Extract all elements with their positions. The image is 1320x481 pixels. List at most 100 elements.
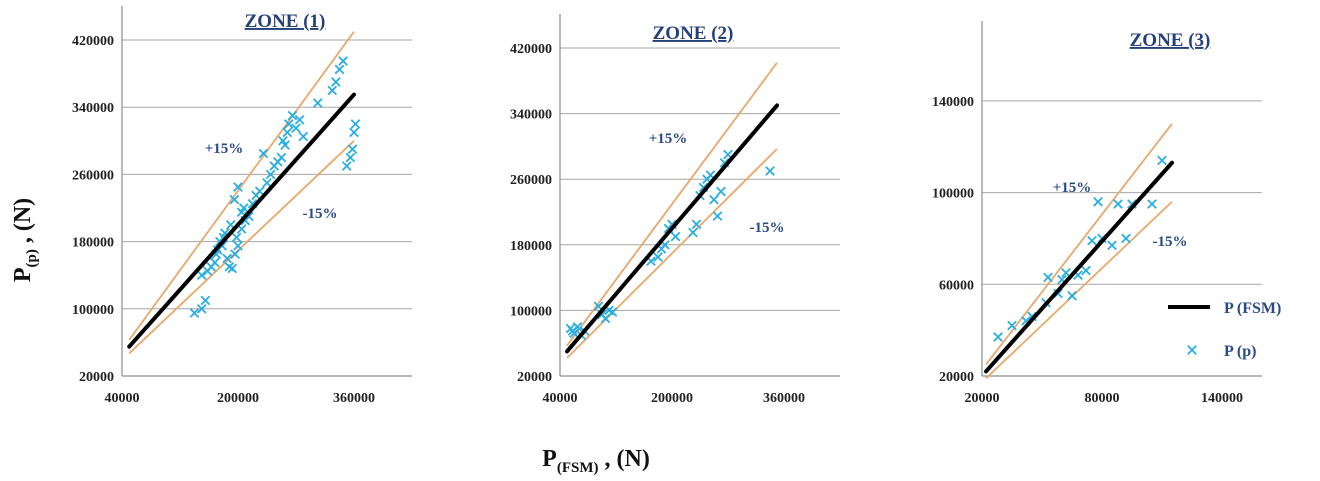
legend: P (FSM) P (p) (1168, 300, 1281, 360)
y-tick-label: 260000 (510, 173, 552, 188)
x-tick-label: 360000 (763, 391, 805, 406)
data-point (1081, 265, 1091, 276)
upper-band-label: +15% (649, 131, 688, 147)
data-point (569, 328, 579, 339)
data-point (1121, 233, 1131, 244)
data-point (1147, 199, 1157, 209)
fsm-line (984, 160, 1174, 374)
data-point (1007, 320, 1017, 331)
x-tick-label: 140000 (1201, 391, 1243, 406)
data-point (341, 161, 352, 171)
data-point (993, 332, 1003, 342)
data-point (688, 227, 698, 238)
y-tick-label: 340000 (510, 108, 552, 123)
data-point (265, 169, 276, 180)
data-point (231, 232, 242, 243)
data-point (709, 194, 719, 205)
data-point (607, 307, 618, 317)
data-point (196, 270, 207, 281)
data-point (334, 64, 345, 75)
data-point (716, 186, 726, 197)
data-point (312, 98, 323, 108)
y-tick-label: 20000 (939, 370, 974, 385)
data-point (258, 148, 269, 159)
y-axis-label-sub: (p) (24, 249, 40, 267)
chart-title: ZONE (2) (653, 23, 734, 44)
x-axis-label-main: P (542, 446, 557, 472)
data-point (230, 249, 240, 260)
data-point (298, 131, 309, 142)
y-tick-label: 100000 (932, 187, 974, 202)
y-axis-label-main: P (10, 268, 36, 283)
legend-x-marker (1187, 345, 1197, 355)
y-axis-label: P(p) , (N) (10, 198, 40, 282)
data-point (291, 123, 301, 134)
data-point (262, 177, 272, 188)
y-tick-label: 180000 (510, 239, 552, 254)
y-tick-label: 20000 (79, 370, 114, 385)
data-point (294, 114, 305, 125)
data-point (233, 240, 243, 251)
data-point (653, 252, 663, 262)
y-tick-label: 60000 (939, 278, 974, 293)
lower-band-label: -15% (1153, 234, 1188, 250)
lower-band-label: -15% (303, 206, 338, 222)
data-point (1087, 235, 1097, 246)
data-point (1043, 272, 1053, 283)
zone-2-panel: 20000 100000 180000 260000 340000 420000 40000… (510, 14, 840, 406)
y-tick-label: 420000 (72, 34, 114, 49)
x-tick-label: 360000 (333, 391, 375, 406)
x-tick-label: 40000 (105, 391, 140, 406)
lower-band-line (985, 201, 1173, 379)
x-tick-label: 200000 (217, 391, 259, 406)
x-axis-label: P(FSM) , (N) (542, 446, 650, 476)
data-point (1093, 196, 1103, 207)
x-tick-label: 20000 (965, 391, 1000, 406)
data-point (229, 194, 240, 205)
zone-3-panel: 20000 60000 100000 140000 20000 80000 140000 +1… (932, 21, 1262, 406)
data-point (222, 253, 232, 264)
x-tick-label: 80000 (1085, 391, 1120, 406)
data-point (209, 257, 220, 268)
data-point (1157, 155, 1167, 166)
data-point (345, 152, 356, 163)
data-point (254, 186, 265, 197)
data-point (227, 263, 238, 274)
data-point (670, 231, 681, 242)
y-tick-label: 100000 (72, 303, 114, 318)
data-point (200, 295, 211, 306)
data-point (347, 144, 358, 155)
x-tick-label: 200000 (651, 391, 693, 406)
y-tick-label: 260000 (72, 168, 114, 183)
data-point (1107, 240, 1117, 251)
zone-1-panel: 20000 100000 180000 260000 340000 420000 40000… (72, 6, 412, 406)
y-axis-label-tail: , (N) (10, 198, 36, 249)
data-point (350, 119, 361, 129)
x-tick-label: 40000 (543, 391, 578, 406)
lower-band-line (566, 148, 778, 359)
data-point (349, 127, 359, 138)
data-point (765, 166, 775, 176)
data-point (189, 308, 200, 318)
data-point (1067, 290, 1077, 301)
y-tick-label: 340000 (72, 101, 114, 116)
lower-band-line (128, 140, 355, 354)
data-point (1113, 199, 1123, 209)
legend-label-fsm: P (FSM) (1224, 300, 1281, 317)
data-point (691, 219, 702, 230)
chart-title: ZONE (1) (245, 11, 326, 32)
y-tick-label: 20000 (517, 370, 552, 385)
y-tick-label: 140000 (932, 95, 974, 110)
upper-band-line (128, 31, 355, 341)
y-tick-label: 180000 (72, 236, 114, 251)
data-point (327, 85, 338, 96)
x-axis-label-sub: (FSM) (557, 460, 599, 476)
y-tick-label: 100000 (510, 304, 552, 319)
upper-band-line (566, 62, 778, 347)
data-point (572, 321, 583, 332)
fsm-line (127, 92, 356, 349)
x-axis-label-tail: , (N) (599, 446, 650, 472)
data-point (276, 152, 287, 163)
data-point (331, 77, 341, 87)
